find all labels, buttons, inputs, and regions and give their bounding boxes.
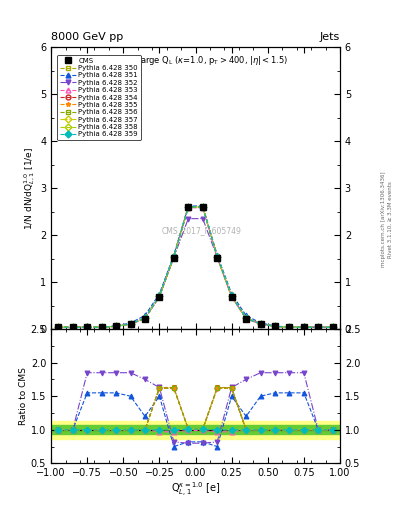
Text: CMS_2017_I1605749: CMS_2017_I1605749 (162, 226, 241, 235)
Text: Jet Charge Q$_{\mathregular{L}}$ ($\kappa$=1.0, p$_{\mathregular{T}}$$>$400, |$\: Jet Charge Q$_{\mathregular{L}}$ ($\kapp… (115, 54, 288, 67)
Bar (51, 425, 340, 435)
Text: Rivet 3.1.10, ≥ 3.3M events: Rivet 3.1.10, ≥ 3.3M events (387, 181, 392, 258)
Text: mcplots.cern.ch [arXiv:1306.3436]: mcplots.cern.ch [arXiv:1306.3436] (381, 172, 386, 267)
X-axis label: Q$^{\kappa=1.0}_{L,1}$ [e]: Q$^{\kappa=1.0}_{L,1}$ [e] (171, 481, 220, 499)
Legend: CMS, Pythia 6.428 350, Pythia 6.428 351, Pythia 6.428 352, Pythia 6.428 353, Pyt: CMS, Pythia 6.428 350, Pythia 6.428 351,… (57, 55, 141, 140)
Bar (51, 421, 340, 438)
Y-axis label: 1/N dN/dQ$^{1.0}_{L,1}$ [1/e]: 1/N dN/dQ$^{1.0}_{L,1}$ [1/e] (22, 146, 37, 230)
Text: Jets: Jets (320, 32, 340, 42)
Y-axis label: Ratio to CMS: Ratio to CMS (19, 367, 28, 425)
Text: 8000 GeV pp: 8000 GeV pp (51, 32, 123, 42)
